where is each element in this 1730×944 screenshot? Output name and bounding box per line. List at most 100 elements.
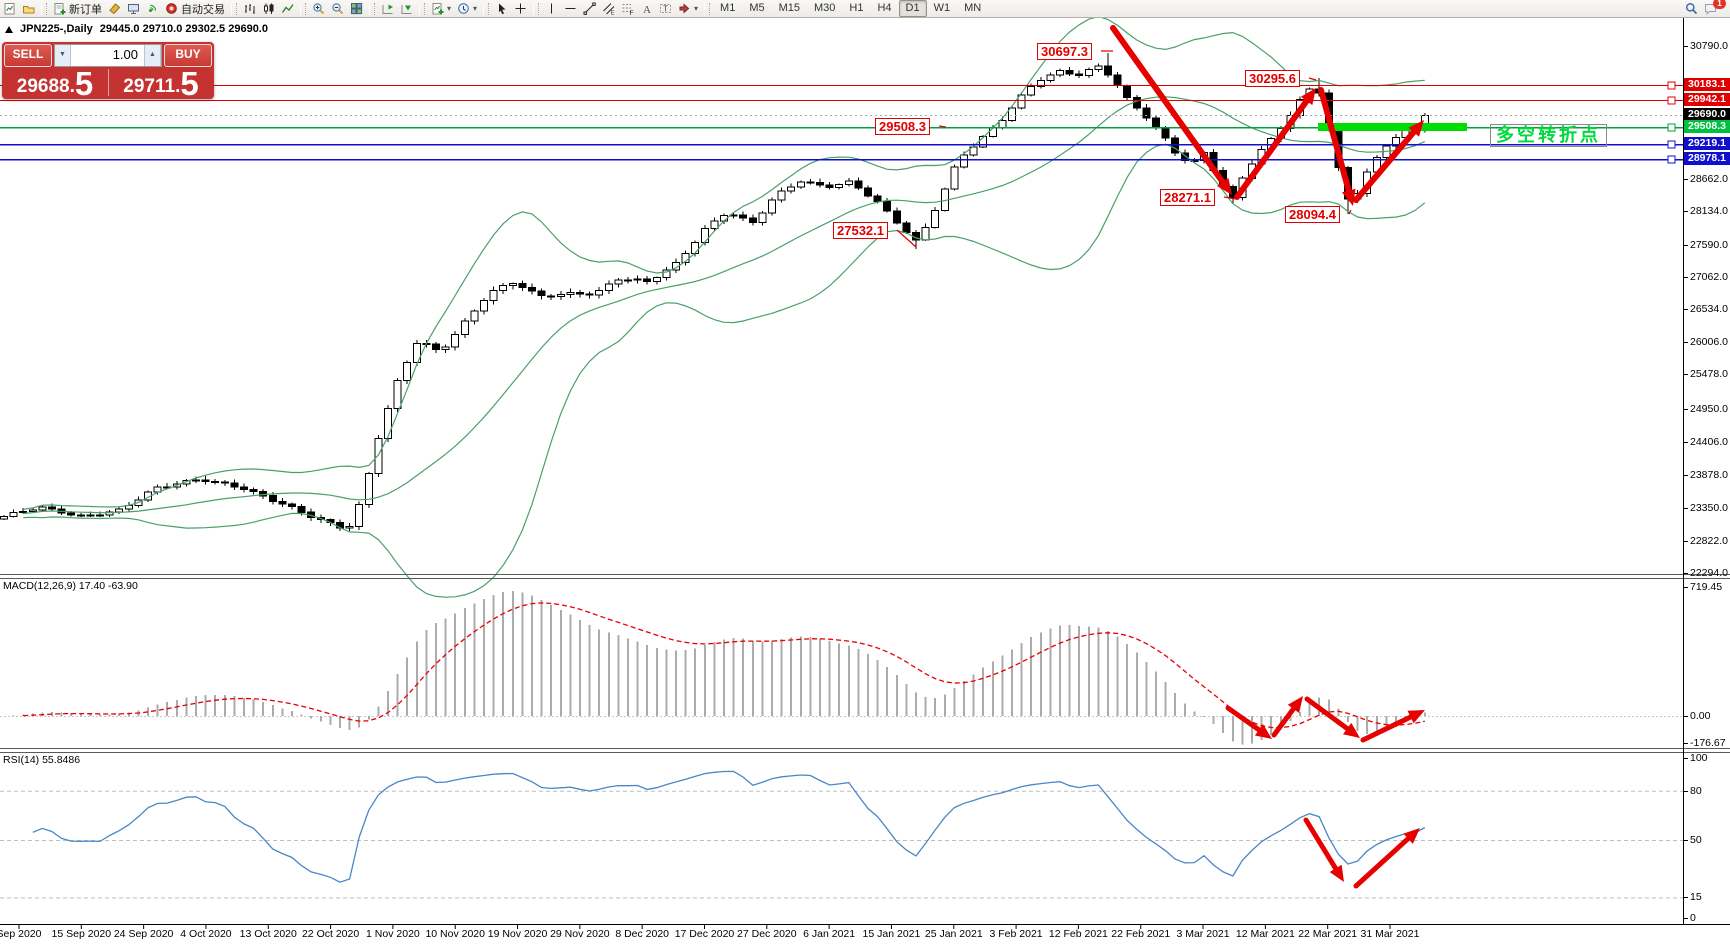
text-label-icon: T <box>660 4 672 14</box>
price-callout-label[interactable]: 27532.1 <box>833 222 888 239</box>
svg-text:A: A <box>643 4 651 15</box>
date-axis-label: 4 Oct 2020 <box>180 928 232 940</box>
date-axis-label: 31 Mar 2021 <box>1360 928 1420 940</box>
trend-arrow[interactable] <box>1304 696 1350 731</box>
volume-increase-button[interactable]: ▲ <box>144 45 161 66</box>
line-handle[interactable] <box>1667 81 1676 90</box>
price-axis-tick: 23878.0 <box>1690 469 1728 481</box>
trend-arrow[interactable] <box>1225 705 1262 733</box>
candlestick-chart-button[interactable] <box>259 1 278 16</box>
periods-button[interactable]: ▾ <box>454 1 480 16</box>
new-order-button[interactable]: 新订单 <box>50 1 105 16</box>
line-handle[interactable] <box>1667 155 1676 164</box>
search-button[interactable] <box>1682 1 1701 16</box>
timeframe-mn[interactable]: MN <box>964 2 982 14</box>
symbol-period-label: JPN225-,Daily <box>20 23 93 35</box>
price-callout-label[interactable]: 30295.6 <box>1245 70 1300 87</box>
price-divider <box>108 69 109 96</box>
date-axis-label: 19 Nov 2020 <box>487 928 548 940</box>
zoom-out-button[interactable] <box>328 1 347 16</box>
line-handle[interactable] <box>1667 140 1676 149</box>
equidistant-channel-button[interactable]: E <box>599 1 618 16</box>
trend-arrow[interactable] <box>1318 87 1352 194</box>
trend-arrow[interactable] <box>1271 706 1296 738</box>
timeframe-m1[interactable]: M1 <box>720 2 736 14</box>
price-axis-badge: 29942.1 <box>1684 93 1730 106</box>
arrows-icon <box>679 3 690 14</box>
auto-scroll-button[interactable] <box>397 1 416 16</box>
volume-decrease-button[interactable]: ▼ <box>55 45 71 66</box>
macd-axis-value: -176.67 <box>1690 737 1726 749</box>
sell-price[interactable]: 29688. 5 <box>2 67 108 100</box>
trend-arrow[interactable] <box>1353 129 1417 203</box>
arrows-button[interactable]: ▾ <box>675 1 701 16</box>
zoom-in-button[interactable] <box>309 1 328 16</box>
timeframe-h4[interactable]: H4 <box>877 2 892 14</box>
date-axis-label: 1 Nov 2020 <box>366 928 420 940</box>
autotrade-button[interactable]: 自动交易 <box>162 1 228 16</box>
volume-value[interactable]: 1.00 <box>112 47 138 62</box>
new-chart-button[interactable] <box>0 1 19 16</box>
horizontal-line-button[interactable] <box>561 1 580 16</box>
sell-button[interactable]: SELL <box>4 44 52 67</box>
trend-arrow[interactable] <box>1234 98 1310 200</box>
timeframe-w1[interactable]: W1 <box>933 2 951 14</box>
price-callout-label[interactable]: 29508.3 <box>875 118 930 135</box>
date-axis-label: 27 Dec 2020 <box>737 928 797 940</box>
autotrade-label: 自动交易 <box>181 3 225 16</box>
fibonacci-button[interactable]: F <box>618 1 637 16</box>
buy-button[interactable]: BUY <box>164 44 212 67</box>
profiles-button[interactable] <box>19 1 38 16</box>
price-axis-tick: 24950.0 <box>1690 403 1728 415</box>
text-label-button[interactable]: T <box>656 1 675 16</box>
broom-button[interactable] <box>105 1 124 16</box>
price-axis-tick: 22822.0 <box>1690 535 1728 547</box>
volume-spinner[interactable]: ▼ 1.00 ▲ <box>54 44 162 67</box>
crosshair-button[interactable] <box>511 1 530 16</box>
line-handle[interactable] <box>1667 96 1676 105</box>
cursor-button[interactable] <box>492 1 511 16</box>
price-callout-label[interactable]: 28271.1 <box>1160 189 1215 206</box>
trend-arrow[interactable] <box>1353 836 1411 889</box>
price-callout-label[interactable]: 28094.4 <box>1285 206 1340 223</box>
terminal-button[interactable] <box>124 1 143 16</box>
pivot-annotation-box[interactable]: 多空转折点 <box>1490 124 1607 147</box>
timeframe-m30[interactable]: M30 <box>814 2 836 14</box>
toolbar-separator <box>483 2 490 15</box>
date-axis-label: 24 Sep 2020 <box>113 928 174 940</box>
tile-windows-button[interactable] <box>347 1 366 16</box>
ohlc-values: 29445.0 29710.0 29302.5 29690.0 <box>99 23 268 35</box>
rsi-axis-value: 50 <box>1690 834 1702 846</box>
trend-arrow[interactable] <box>1110 25 1226 185</box>
chat-button[interactable]: 1 <box>1701 0 1726 16</box>
signal-button[interactable] <box>143 1 162 16</box>
price-axis-badge: 29508.3 <box>1684 120 1730 133</box>
trend-arrow[interactable] <box>1360 714 1414 743</box>
line-chart-button[interactable] <box>278 1 297 16</box>
price-callout-label[interactable]: 30697.3 <box>1037 43 1092 60</box>
zoom-in-icon <box>313 3 325 15</box>
timeframe-m5[interactable]: M5 <box>749 2 765 14</box>
chart-shift-button[interactable] <box>378 1 397 16</box>
indicators-icon <box>432 3 444 15</box>
macd-axis-value: 719.45 <box>1690 581 1723 593</box>
price-axis-badge: 28978.1 <box>1684 152 1730 165</box>
date-axis-label: 15 Sep 2020 <box>51 928 112 940</box>
trendline-button[interactable] <box>580 1 599 16</box>
line-handle[interactable] <box>1667 123 1676 132</box>
trendline-icon <box>583 2 596 15</box>
date-axis-label: 8 Dec 2020 <box>615 928 670 940</box>
chart-shift-icon <box>382 4 393 14</box>
buy-price[interactable]: 29711. 5 <box>108 67 214 100</box>
vertical-line-button[interactable] <box>542 1 561 16</box>
trend-arrow[interactable] <box>1303 817 1339 871</box>
indicators-button[interactable]: ▾ <box>428 1 454 16</box>
price-axis-tick: 26534.0 <box>1690 303 1728 315</box>
timeframe-d1[interactable]: D1 <box>898 0 927 17</box>
pivot-level-bar[interactable] <box>1318 123 1467 131</box>
timeframe-m15[interactable]: M15 <box>778 2 801 14</box>
bar-chart-button[interactable] <box>240 1 259 16</box>
timeframe-h1[interactable]: H1 <box>849 2 864 14</box>
text-button[interactable]: A <box>637 1 656 16</box>
